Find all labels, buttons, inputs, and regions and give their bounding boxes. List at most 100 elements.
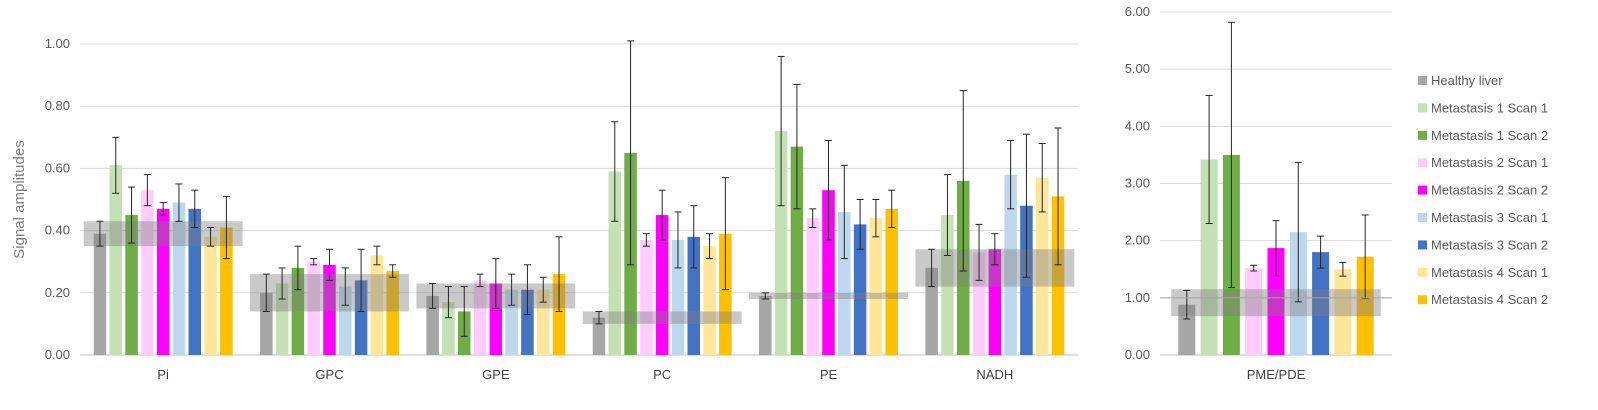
reference-band [1171, 289, 1381, 317]
bar [1334, 269, 1352, 355]
bar [442, 302, 455, 355]
bar [489, 283, 503, 355]
bar [655, 215, 669, 355]
legend-swatch [1418, 103, 1427, 113]
bar [925, 267, 938, 355]
legend-swatch [1418, 185, 1427, 195]
y-tick-label: 0.20 [45, 285, 70, 300]
bar [806, 218, 819, 355]
y-tick-label: 4.00 [1125, 118, 1150, 133]
bar [1035, 177, 1049, 355]
legend-label: Metastasis 2 Scan 1 [1431, 155, 1548, 170]
bar [172, 202, 186, 355]
bar [141, 190, 154, 355]
legend-label: Metastasis 4 Scan 2 [1431, 292, 1548, 307]
category-label: PC [653, 367, 671, 382]
legend-swatch [1418, 76, 1427, 85]
bar [1245, 268, 1263, 355]
legend-label: Metastasis 1 Scan 1 [1431, 100, 1548, 115]
bar [536, 289, 550, 355]
bar [774, 131, 788, 355]
legend-swatch [1418, 295, 1427, 305]
y-tick-label: 5.00 [1125, 61, 1150, 76]
bar [426, 295, 439, 355]
bar [339, 286, 352, 355]
bar [790, 146, 804, 355]
bar [1020, 205, 1033, 355]
bar [473, 280, 487, 355]
bar [93, 233, 107, 355]
bar [838, 211, 851, 355]
right-bar-chart: 0.00 1.00 2.00 3.00 4.00 5.00 6.00 PME/PDE [1125, 4, 1392, 382]
y-tick-label: 0.40 [45, 223, 70, 238]
bar [307, 261, 320, 355]
legend-swatch [1418, 240, 1427, 250]
y-tick-label: 3.00 [1125, 176, 1150, 191]
category-label: Pi [157, 367, 169, 382]
bar [1200, 159, 1218, 355]
bar [1004, 174, 1017, 355]
bar [719, 233, 732, 355]
category-label: GPC [315, 367, 343, 382]
category-label: PME/PDE [1247, 367, 1306, 382]
category-label: NADH [976, 367, 1013, 382]
legend-label: Metastasis 1 Scan 2 [1431, 128, 1548, 143]
bar [521, 289, 534, 355]
bar [260, 292, 273, 355]
bar [885, 208, 898, 355]
bar [703, 246, 716, 355]
bar [972, 252, 986, 355]
bar [1356, 256, 1374, 355]
bar [386, 271, 399, 355]
bar [354, 280, 368, 355]
bar [204, 236, 217, 355]
y-tick-label: 1.00 [45, 36, 70, 51]
y-tick-label: 1.00 [1125, 290, 1150, 305]
category-label: PE [820, 367, 838, 382]
legend-swatch [1418, 213, 1427, 222]
legend-swatch [1418, 267, 1427, 277]
bar [505, 289, 518, 355]
bar [759, 295, 772, 355]
bar [869, 218, 883, 355]
bar [687, 236, 701, 355]
category-label: GPE [482, 367, 510, 382]
left-bar-chart: 0.00 0.20 0.40 0.60 0.80 1.00 Signal amplitude… [11, 36, 1078, 382]
y-tick-label: 0.80 [45, 98, 70, 113]
bar [608, 171, 622, 355]
legend: Healthy liver Metastasis 1 Scan 1 Metastas… [1418, 73, 1548, 307]
bar [1178, 304, 1196, 355]
y-tick-label: 6.00 [1125, 4, 1150, 19]
legend-label: Metastasis 3 Scan 1 [1431, 210, 1548, 225]
y-tick-label: 0.60 [45, 160, 70, 175]
reference-band [83, 221, 243, 247]
bar [671, 239, 685, 355]
reference-band [749, 292, 908, 300]
bar [592, 317, 606, 355]
legend-swatch [1418, 158, 1427, 168]
bar [1312, 252, 1330, 355]
legend-label: Metastasis 2 Scan 2 [1431, 183, 1548, 198]
bar [640, 239, 653, 355]
y-tick-label: 0.00 [45, 347, 70, 362]
bar [275, 283, 289, 355]
bar [156, 208, 170, 355]
bar [370, 255, 384, 355]
y-tick-label: 2.00 [1125, 233, 1150, 248]
legend-label: Healthy liver [1431, 73, 1503, 88]
bar [188, 208, 202, 355]
legend-swatch [1418, 130, 1427, 140]
legend-label: Metastasis 3 Scan 2 [1431, 237, 1548, 252]
y-tick-label: 0.00 [1125, 347, 1150, 362]
legend-label: Metastasis 4 Scan 1 [1431, 265, 1548, 280]
bar [220, 227, 233, 355]
bar [1267, 248, 1285, 355]
bar [109, 165, 123, 355]
y-axis-title: Signal amplitudes [11, 140, 28, 258]
bar [853, 224, 867, 355]
bar [552, 274, 566, 355]
reference-band [582, 311, 742, 324]
bar [125, 215, 138, 355]
bar [822, 190, 835, 355]
